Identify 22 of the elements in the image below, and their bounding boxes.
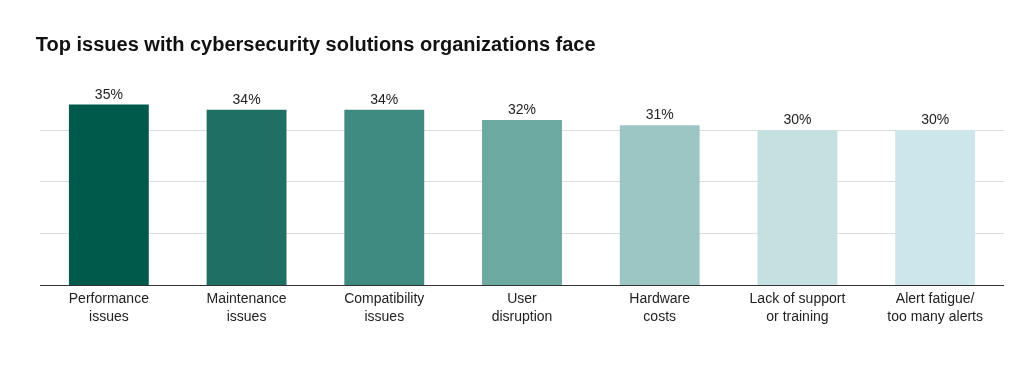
bar (68, 104, 149, 285)
x-tick-label: Maintenance issues (206, 289, 287, 324)
data-label: 32% (507, 100, 537, 117)
data-label: 30% (921, 111, 950, 128)
data-label: 31% (645, 106, 674, 123)
bar (482, 119, 562, 285)
data-label: 34% (370, 90, 399, 107)
data-label: 34% (232, 90, 261, 107)
x-tick-label: Lack of support or training (749, 289, 846, 324)
bar (344, 109, 425, 285)
bar (757, 130, 838, 285)
data-label: 30% (783, 111, 812, 128)
bar (619, 125, 700, 285)
data-label: 35% (94, 85, 123, 102)
bar (206, 109, 287, 285)
bar (895, 130, 976, 285)
x-tick-label: Compatibility issues (344, 289, 425, 324)
chart-title: Top issues with cybersecurity solutions organizations face (35, 32, 596, 55)
x-tick-label: Hardware costs (629, 289, 691, 324)
x-tick-label: Alert fatigue/ too many alerts (887, 289, 983, 324)
x-tick-label: Performance issues (68, 289, 150, 324)
x-tick-label: User disruption (491, 289, 553, 324)
